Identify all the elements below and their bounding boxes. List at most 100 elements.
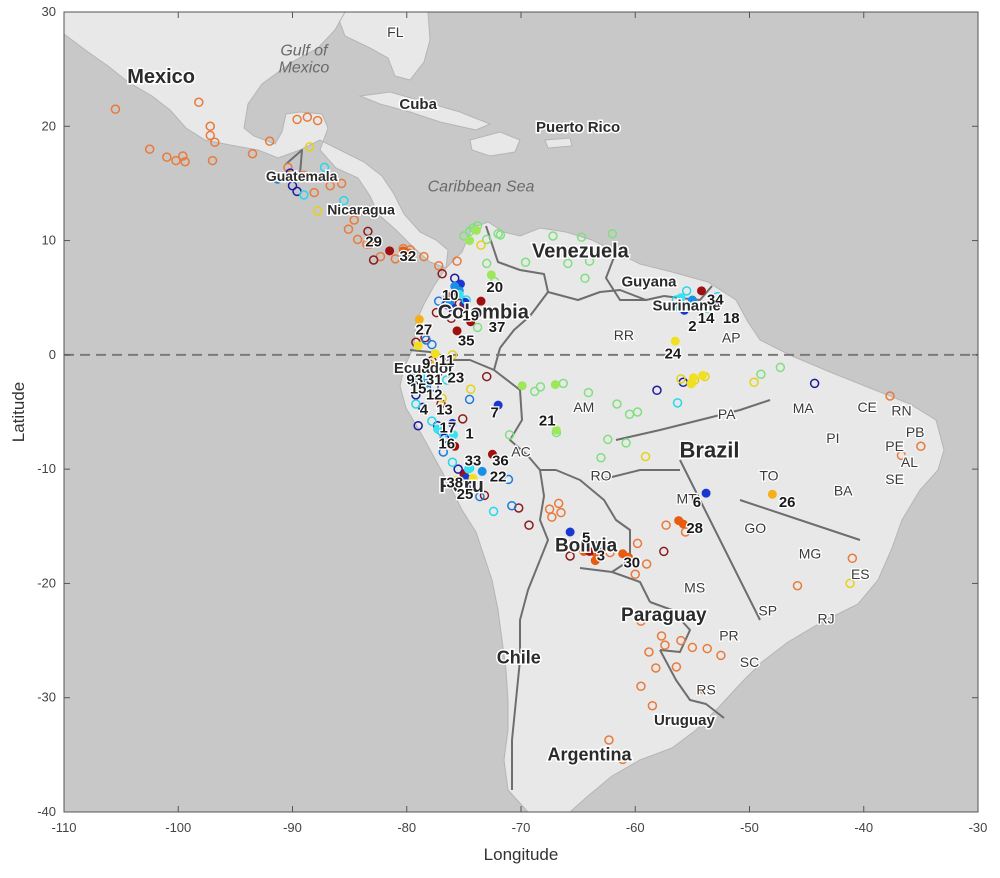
border-peru-bolivia [539, 469, 549, 561]
site-marker [357, 206, 367, 216]
region-label: MG [799, 545, 822, 561]
site-marker [449, 430, 459, 440]
land-layer [63, 11, 945, 813]
land-south-america [399, 221, 945, 813]
site-number-label: 11 [439, 352, 455, 369]
site-marker [651, 663, 661, 673]
site-marker [427, 416, 437, 426]
site-marker [585, 546, 595, 556]
region-label: BA [834, 482, 853, 498]
site-marker [612, 399, 622, 409]
site-marker [319, 162, 330, 173]
site-number-label: 14 [698, 310, 715, 327]
site-marker [476, 240, 486, 250]
site-number-label: 31 [426, 372, 443, 389]
site-marker [550, 380, 560, 390]
site-marker [520, 257, 531, 268]
country-label: Colombia [438, 301, 530, 323]
country-label: Venezuela [532, 241, 630, 263]
site-marker [590, 556, 600, 566]
site-marker [427, 339, 437, 350]
site-marker [434, 367, 444, 377]
site-number-label: 35 [458, 333, 475, 350]
points-layer [110, 97, 926, 765]
site-number-label: 9 [422, 356, 430, 373]
site-marker [617, 754, 628, 765]
site-number-label: 30 [623, 554, 640, 571]
site-marker [687, 642, 698, 653]
site-marker [413, 420, 423, 431]
site-marker [438, 447, 449, 457]
border-colombia-ecuador-peru [409, 347, 501, 371]
site-number-label: 1 [465, 425, 473, 442]
site-marker [680, 527, 691, 537]
site-marker [792, 580, 803, 591]
site-marker [363, 226, 373, 237]
site-number-label: 32 [400, 248, 417, 265]
site-marker [454, 289, 464, 299]
site-marker [916, 441, 926, 452]
site-marker [676, 635, 686, 646]
country-label: Puerto Rico [536, 119, 620, 136]
country-label: Bolivia [555, 535, 618, 556]
site-number-label: 7 [491, 405, 499, 422]
region-label: RJ [817, 610, 834, 626]
site-marker [441, 375, 452, 385]
site-marker [457, 414, 468, 424]
site-marker [661, 520, 671, 530]
y-axis-ticks: -40 -30 -20 -10 0 10 20 30 [37, 4, 978, 819]
site-number-label: 27 [416, 321, 433, 338]
site-marker [413, 341, 423, 351]
site-marker [698, 370, 708, 380]
site-number-label: 5 [582, 529, 590, 546]
site-marker [652, 385, 662, 396]
site-marker [563, 258, 573, 269]
site-marker [716, 650, 726, 661]
site-marker [847, 553, 858, 564]
site-marker [264, 136, 275, 146]
site-marker [421, 335, 431, 345]
site-marker [565, 527, 575, 537]
site-marker [439, 433, 450, 444]
site-marker [605, 547, 615, 558]
site-marker [414, 314, 424, 324]
site-marker [336, 178, 347, 189]
region-label: AL [901, 454, 918, 470]
site-marker [580, 273, 590, 284]
site-number-label: 10 [442, 287, 459, 304]
country-label: Cuba [399, 96, 437, 113]
site-marker [180, 156, 190, 167]
site-number-label: 26 [779, 494, 796, 511]
site-marker [451, 476, 461, 486]
site-marker [459, 231, 469, 241]
country-label: Mexico [127, 66, 195, 88]
x-tick-label: -30 [969, 820, 988, 835]
site-marker [504, 430, 515, 440]
site-number-label: 28 [686, 520, 703, 537]
site-number-label: 34 [707, 292, 724, 309]
site-marker [287, 180, 298, 191]
region-label: AM [573, 399, 594, 415]
site-marker [247, 148, 258, 159]
x-tick-label: -90 [283, 820, 302, 835]
region-label: MS [684, 580, 705, 596]
site-marker [466, 317, 476, 327]
site-marker [583, 387, 594, 398]
site-marker [697, 286, 707, 296]
region-label: MA [793, 400, 815, 416]
site-marker [702, 303, 712, 313]
site-marker [656, 631, 667, 641]
region-label: RS [696, 681, 715, 697]
site-marker [481, 371, 492, 382]
site-marker [712, 291, 723, 302]
site-marker [272, 174, 283, 184]
site-marker [553, 498, 564, 509]
site-marker [775, 362, 786, 373]
country-label: Ecuador [394, 360, 454, 377]
site-marker [475, 491, 485, 502]
site-marker [419, 364, 429, 374]
y-axis-label: Latitude [9, 382, 28, 443]
site-number-label: 19 [462, 308, 479, 325]
